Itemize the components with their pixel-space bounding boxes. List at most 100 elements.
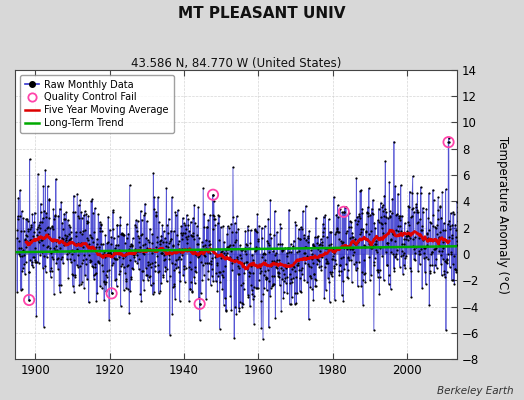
Point [392, 211, 401, 218]
Point [53, 255, 62, 261]
Point [254, 284, 262, 291]
Point [313, 257, 322, 263]
Point [183, 245, 191, 252]
Point [229, 214, 237, 221]
Point [440, 268, 449, 274]
Point [318, 242, 326, 248]
Point [250, 226, 259, 232]
Point [271, 315, 280, 322]
Point [275, 257, 283, 263]
Point [283, 244, 292, 251]
Point [307, 247, 315, 254]
Point [388, 210, 396, 216]
Point [333, 202, 342, 208]
Point [202, 295, 210, 302]
Point [150, 268, 159, 274]
Point [261, 257, 270, 264]
Point [68, 271, 77, 277]
Point [167, 235, 175, 242]
Point [221, 255, 230, 262]
Point [57, 256, 66, 262]
Point [335, 272, 344, 278]
Point [314, 233, 322, 240]
Point [193, 232, 201, 239]
Point [293, 262, 301, 268]
Point [416, 251, 424, 258]
Point [432, 225, 441, 232]
Point [381, 249, 390, 256]
Point [248, 256, 257, 263]
Point [244, 223, 252, 230]
Point [200, 210, 209, 217]
Point [369, 211, 377, 217]
Point [369, 259, 378, 265]
Point [407, 268, 415, 274]
Point [292, 249, 301, 256]
Point [277, 308, 286, 314]
Point [263, 287, 271, 294]
Point [116, 214, 125, 220]
Point [192, 223, 201, 229]
Point [278, 276, 287, 282]
Point [209, 278, 217, 284]
Point [313, 261, 321, 267]
Point [400, 236, 409, 243]
Point [146, 282, 155, 288]
Point [37, 237, 46, 244]
Point [18, 268, 27, 274]
Point [35, 239, 43, 245]
Point [205, 240, 214, 247]
Point [38, 264, 47, 271]
Point [46, 245, 54, 251]
Point [410, 256, 418, 262]
Point [453, 198, 461, 205]
Point [250, 284, 258, 290]
Point [240, 270, 248, 276]
Point [28, 259, 36, 265]
Point [83, 276, 91, 282]
Point [247, 287, 256, 293]
Point [291, 301, 299, 307]
Point [29, 254, 37, 260]
Point [409, 205, 417, 211]
Point [309, 240, 318, 247]
Point [46, 268, 54, 274]
Point [377, 219, 386, 226]
Point [211, 216, 219, 223]
Point [345, 210, 353, 216]
Point [288, 278, 296, 285]
Point [357, 210, 366, 216]
Point [35, 229, 43, 235]
Point [362, 221, 370, 228]
Point [327, 241, 335, 247]
Point [211, 222, 219, 228]
Point [60, 210, 69, 217]
Point [292, 273, 300, 280]
Point [147, 250, 156, 257]
Point [206, 212, 214, 219]
Point [96, 221, 105, 228]
Point [363, 210, 372, 216]
Point [127, 274, 135, 280]
Point [288, 294, 296, 301]
Point [401, 236, 410, 242]
Point [263, 274, 271, 281]
Point [22, 244, 30, 250]
Point [110, 248, 118, 255]
Point [151, 244, 160, 250]
Point [14, 194, 23, 201]
Point [74, 264, 82, 270]
Point [176, 278, 184, 284]
Point [125, 310, 134, 316]
Point [83, 235, 92, 242]
Point [67, 259, 75, 265]
Point [371, 240, 379, 247]
Point [335, 262, 344, 268]
Point [211, 254, 220, 260]
Point [172, 264, 180, 271]
Point [394, 223, 402, 229]
Point [299, 232, 308, 238]
Point [103, 268, 112, 274]
Point [310, 271, 319, 278]
Point [224, 223, 232, 229]
